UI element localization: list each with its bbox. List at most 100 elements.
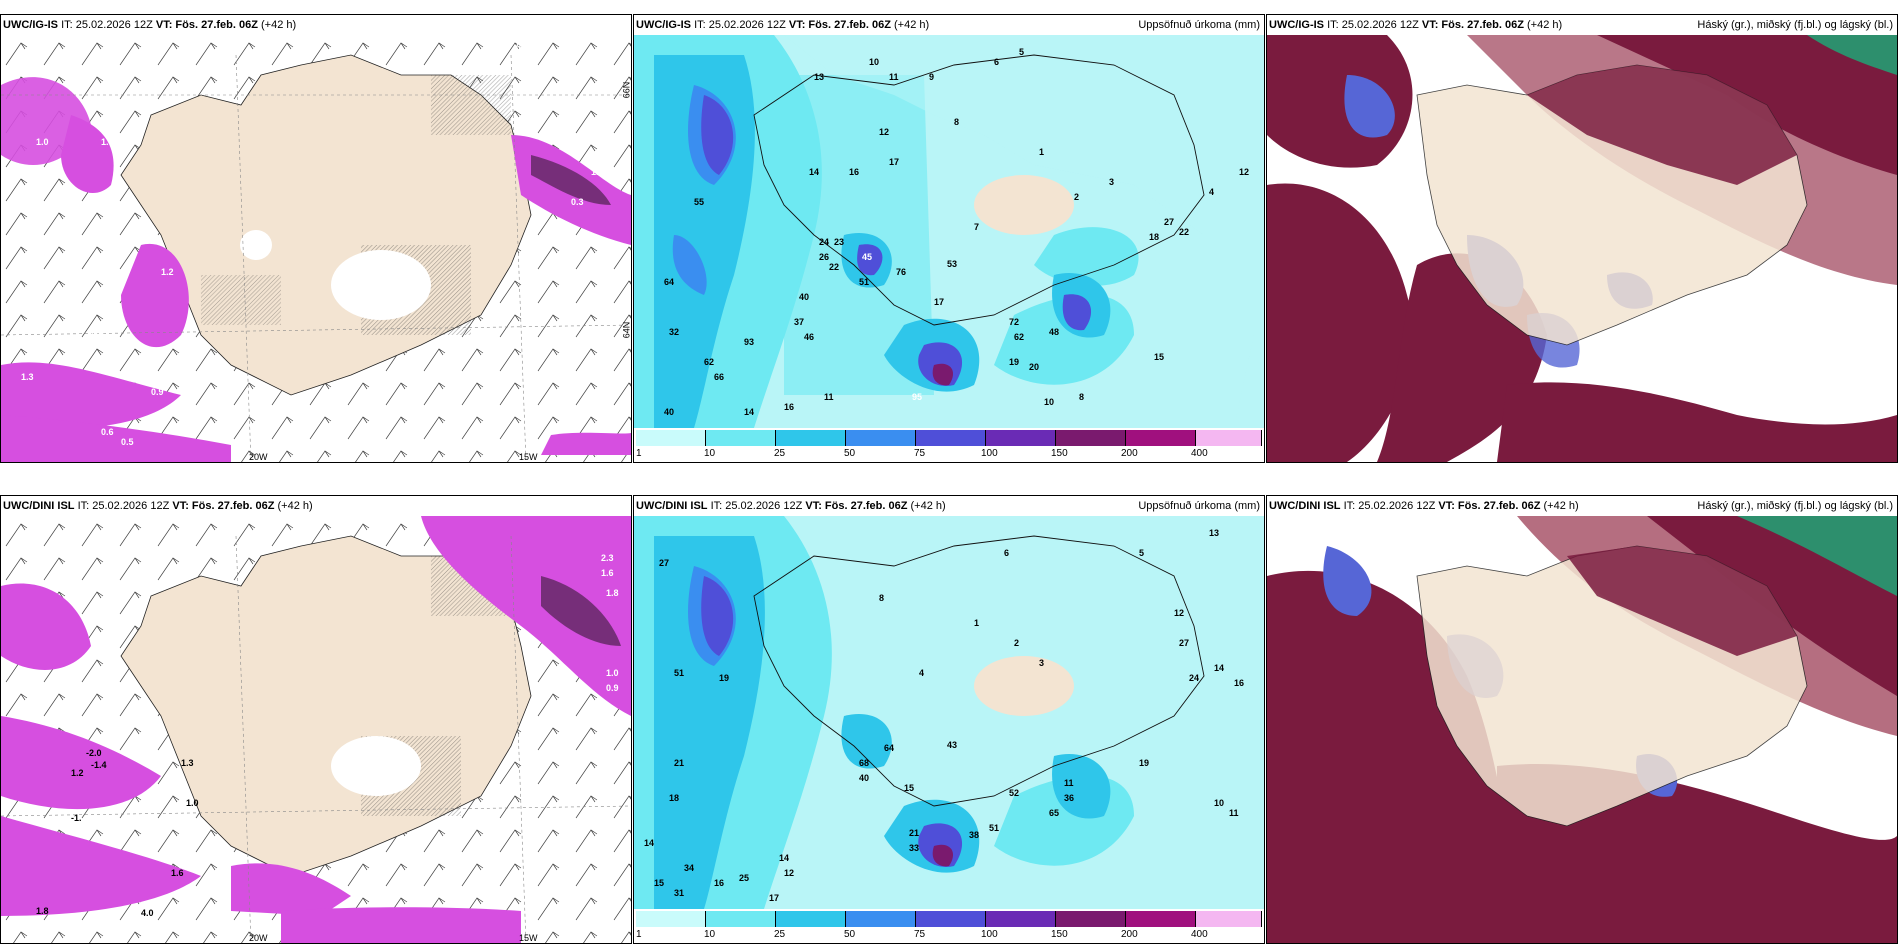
precip-value: 2 <box>1014 638 1019 648</box>
valid-time-label: VT: <box>172 500 189 512</box>
valid-time-label: VT: <box>1421 19 1439 31</box>
precip-map[interactable]: 27 51 19 21 18 14 15 34 31 16 25 12 14 1… <box>634 516 1264 943</box>
precip-value: 12 <box>1174 608 1184 618</box>
init-time: IT: 25.02.2026 12Z <box>694 19 786 31</box>
precip-value: 46 <box>804 332 814 342</box>
precip-value: 21 <box>674 758 684 768</box>
colorbar-swatch <box>916 430 986 446</box>
precip-value: 40 <box>859 773 869 783</box>
precip-value: 10 <box>1044 397 1054 407</box>
valid-time: Fös. 27.feb. 06Z <box>808 19 891 31</box>
wind-map[interactable]: 0.4 1.0 1.1 1.9 1.2 0.9 0.8 0.7 0.6 0.5 … <box>1 35 631 462</box>
colorbar-tick: 100 <box>981 448 998 459</box>
wind-label: 1.9 <box>101 137 114 147</box>
wind-label: 0.5 <box>121 437 134 447</box>
colorbar-tick: 50 <box>844 448 856 459</box>
precip-value: 10 <box>869 57 879 67</box>
colorbar-swatch <box>1056 430 1126 446</box>
wind-map[interactable]: 2.3 1.6 1.8 1.0 0.9 -2.0 -1.4 1.2 1.3 1.… <box>1 516 631 943</box>
panel-header: UWC/DINI ISL IT: 25.02.2026 12Z VT: Fös.… <box>1267 496 1897 516</box>
valid-time: Fös. 27.feb. 06Z <box>1441 19 1524 31</box>
colorbar-tick: 400 <box>1191 929 1208 940</box>
precip-value: 31 <box>674 888 684 898</box>
precip-value: 16 <box>849 167 859 177</box>
cloud-map[interactable] <box>1267 35 1897 462</box>
precip-value: 14 <box>744 407 754 417</box>
precip-value: 22 <box>1179 227 1189 237</box>
wind-label: 0.7 <box>61 357 74 367</box>
wind-label: 1.3 <box>21 372 34 382</box>
colorbar-swatch <box>1056 911 1126 927</box>
model-name: UWC/IG-IS <box>636 19 691 31</box>
panel-header: UWC/IG-IS IT: 25.02.2026 12Z VT: Fös. 27… <box>634 15 1264 35</box>
precip-value: 1 <box>974 618 979 628</box>
precip-value: 95 <box>912 392 922 402</box>
precip-value: 14 <box>644 838 654 848</box>
lon-label: 20W <box>249 933 268 943</box>
colorbar-tick: 10 <box>704 448 716 459</box>
precip-value: 22 <box>829 262 839 272</box>
wind-label: 1.3 <box>181 758 194 768</box>
wind-label: 1.1 <box>591 167 604 177</box>
field-title: Háský (gr.), miðský (fj.bl.) og lágský (… <box>1697 19 1893 31</box>
precip-value: 18 <box>1149 232 1159 242</box>
wind-label: 1.2 <box>71 768 84 778</box>
lon-label: 20W <box>249 452 268 462</box>
precip-value: 14 <box>809 167 819 177</box>
colorbar-swatch <box>1126 430 1196 446</box>
precip-map[interactable]: 13 10 11 9 8 6 5 14 12 17 16 24 23 26 22… <box>634 35 1264 462</box>
panel-igis-cloud: UWC/IG-IS IT: 25.02.2026 12Z VT: Fös. 27… <box>1266 14 1898 463</box>
colorbar-tick: 25 <box>774 448 786 459</box>
valid-time: Fös. 27.feb. 06Z <box>824 500 908 512</box>
model-name: UWC/DINI ISL <box>3 500 75 512</box>
precip-value: 27 <box>1179 638 1189 648</box>
precip-value: 27 <box>1164 217 1174 227</box>
wind-label: 0.6 <box>101 427 114 437</box>
precip-value: 25 <box>739 873 749 883</box>
init-time: IT: 25.02.2026 12Z <box>1327 19 1419 31</box>
panel-header: UWC/DINI ISL IT: 25.02.2026 12Z VT: Fös.… <box>634 496 1264 516</box>
colorbar-swatch <box>1196 911 1262 927</box>
init-time: IT: 25.02.2026 12Z <box>710 500 803 512</box>
precip-value: 36 <box>1064 793 1074 803</box>
colorbar-swatch <box>1196 430 1262 446</box>
precip-value: 33 <box>909 843 919 853</box>
wind-label: 0.4 <box>281 432 294 442</box>
wind-map-svg: 2.3 1.6 1.8 1.0 0.9 -2.0 -1.4 1.2 1.3 1.… <box>1 516 631 943</box>
wind-label: 4.0 <box>141 908 154 918</box>
model-name: UWC/DINI ISL <box>1269 500 1341 512</box>
model-name: UWC/IG-IS <box>1269 19 1324 31</box>
wind-label: 2.9 <box>51 920 64 930</box>
precip-value: 21 <box>909 828 919 838</box>
lon-label: 15W <box>519 452 538 462</box>
colorbar-swatch <box>1126 911 1196 927</box>
precip-value: 15 <box>654 878 664 888</box>
lead-time: (+42 h) <box>277 500 313 512</box>
cloud-map-svg <box>1267 516 1897 943</box>
wind-label: -1. <box>71 813 82 823</box>
wind-label: 1.6 <box>601 568 614 578</box>
colorbar-tick: 75 <box>914 448 926 459</box>
precip-value: 1 <box>1039 147 1044 157</box>
colorbar-tick: 150 <box>1051 929 1068 940</box>
colorbar-tick: 150 <box>1051 448 1068 459</box>
precip-value: 76 <box>896 267 906 277</box>
precip-value: 6 <box>994 57 999 67</box>
precip-value: 5 <box>1139 548 1144 558</box>
init-time: IT: 25.02.2026 12Z <box>77 500 170 512</box>
precip-value: 19 <box>1009 357 1019 367</box>
lat-label: 66N <box>621 81 632 99</box>
precip-value: 34 <box>684 863 694 873</box>
lon-label: 15W <box>519 933 538 943</box>
cloud-map[interactable] <box>1267 516 1897 943</box>
precip-value: 2 <box>1074 192 1079 202</box>
wind-label: 0.8 <box>91 327 104 337</box>
panel-igis-wind: UWC/IG-IS IT: 25.02.2026 12Z VT: Fös. 27… <box>0 14 632 463</box>
precip-value: 11 <box>889 72 899 82</box>
precip-value: 53 <box>947 259 957 269</box>
wind-label: 2.3 <box>601 553 614 563</box>
precip-value: 18 <box>669 793 679 803</box>
panel-header: UWC/DINI ISL IT: 25.02.2026 12Z VT: Fös.… <box>1 496 631 516</box>
precip-value: 8 <box>954 117 959 127</box>
colorbar-tick: 10 <box>704 929 716 940</box>
